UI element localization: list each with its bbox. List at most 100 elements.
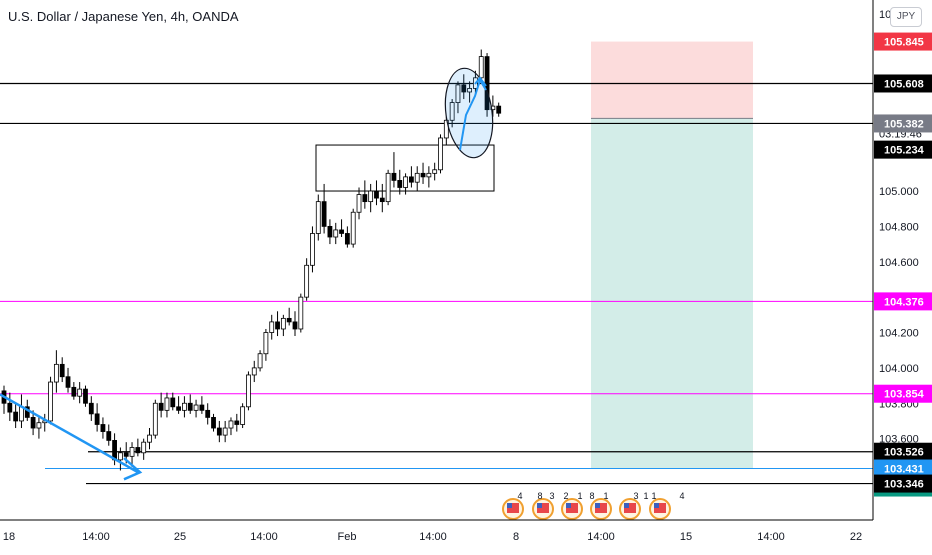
candle-34 bbox=[199, 404, 205, 411]
price-tick-label: 105.000 bbox=[879, 186, 919, 198]
candle-71 bbox=[414, 172, 420, 183]
trend-arrow-line[interactable] bbox=[0, 393, 139, 474]
candle-9 bbox=[53, 363, 59, 383]
time-tick-label: Feb bbox=[338, 531, 357, 543]
event-count: 3 bbox=[549, 491, 554, 501]
candle-35 bbox=[205, 409, 211, 418]
candle-23 bbox=[135, 447, 141, 454]
flag-us-icon[interactable] bbox=[590, 498, 612, 520]
event-count: 1 bbox=[603, 491, 608, 501]
take-profit-zone[interactable] bbox=[591, 118, 753, 469]
time-tick-label: 18 bbox=[3, 531, 15, 543]
candle-78 bbox=[455, 84, 461, 103]
candle-39 bbox=[228, 420, 234, 429]
price-tag-105-845[interactable]: 105.845 bbox=[874, 32, 932, 51]
candle-55 bbox=[321, 201, 327, 227]
event-count: 3 bbox=[633, 491, 638, 501]
candle-50 bbox=[292, 321, 298, 330]
candle-57 bbox=[333, 229, 339, 238]
candle-41 bbox=[240, 406, 246, 425]
candle-53 bbox=[310, 233, 315, 266]
price-tag-label: 103.526 bbox=[884, 447, 924, 459]
candle-18 bbox=[106, 431, 112, 441]
price-tag-103-346[interactable]: 103.346 bbox=[874, 474, 932, 493]
candle-73 bbox=[426, 172, 432, 178]
candle-77 bbox=[449, 102, 455, 121]
time-tick-label: 15 bbox=[680, 531, 692, 543]
flag-us-icon[interactable] bbox=[649, 498, 671, 520]
time-axis[interactable] bbox=[0, 520, 932, 550]
price-tick-label: 104.000 bbox=[879, 363, 919, 375]
candle-44 bbox=[257, 353, 263, 369]
candle-43 bbox=[251, 367, 257, 376]
candle-17 bbox=[100, 424, 106, 432]
time-tick-label: 14:00 bbox=[587, 531, 615, 543]
candle-65 bbox=[379, 197, 385, 203]
candle-8 bbox=[48, 381, 53, 422]
candle-46 bbox=[269, 321, 275, 333]
price-tag-105-608[interactable]: 105.608 bbox=[874, 74, 932, 93]
candle-64 bbox=[374, 190, 379, 199]
candle-22 bbox=[129, 447, 135, 457]
candle-58 bbox=[339, 229, 344, 234]
event-count: 1 bbox=[651, 491, 656, 501]
candle-79 bbox=[461, 84, 467, 93]
price-tag-label: 105.382 bbox=[884, 118, 924, 130]
consolidation-box[interactable] bbox=[315, 144, 495, 192]
price-tick-label: 104.800 bbox=[879, 221, 919, 233]
price-tag-label: 104.376 bbox=[884, 296, 924, 308]
candle-25 bbox=[147, 434, 152, 443]
candle-30 bbox=[176, 406, 182, 411]
candle-63 bbox=[368, 190, 374, 203]
event-count: 4 bbox=[679, 491, 684, 501]
price-tag-104-376[interactable]: 104.376 bbox=[874, 292, 932, 311]
candle-1 bbox=[7, 402, 13, 413]
candle-51 bbox=[298, 296, 304, 330]
price-tag-103-431[interactable]: 103.431 bbox=[874, 459, 932, 478]
highlight-ellipse[interactable] bbox=[440, 65, 498, 161]
candle-48 bbox=[280, 317, 286, 330]
price-tag-105-382[interactable]: 105.382 bbox=[874, 114, 932, 133]
candle-68 bbox=[397, 180, 403, 188]
currency-badge[interactable]: JPY bbox=[890, 7, 922, 27]
price-tag-label: 103.431 bbox=[884, 464, 924, 476]
flag-us-icon[interactable] bbox=[561, 498, 583, 520]
price-tag-105-234[interactable]: 105.234 bbox=[874, 140, 932, 159]
event-count: 2 bbox=[563, 491, 568, 501]
price-tag-103-526[interactable]: 103.526 bbox=[874, 442, 932, 461]
candle-28 bbox=[164, 397, 170, 411]
impulse-arrow-line[interactable] bbox=[459, 77, 487, 151]
time-tick-label: 25 bbox=[174, 531, 186, 543]
candle-74 bbox=[432, 169, 438, 174]
event-count: 8 bbox=[589, 491, 594, 501]
stop-loss-zone[interactable] bbox=[591, 41, 753, 119]
candle-38 bbox=[222, 427, 228, 436]
event-count: 4 bbox=[517, 491, 522, 501]
price-tag-label: 103.346 bbox=[884, 479, 924, 491]
candle-80 bbox=[467, 88, 473, 93]
price-tick-label: 104.600 bbox=[879, 257, 919, 269]
time-tick-label: 8 bbox=[513, 531, 519, 543]
candle-84 bbox=[490, 105, 496, 111]
chart-title: U.S. Dollar / Japanese Yen, 4h, OANDA bbox=[8, 9, 239, 24]
candle-3 bbox=[19, 406, 24, 422]
candle-40 bbox=[234, 420, 240, 425]
candle-5 bbox=[30, 417, 36, 429]
candle-54 bbox=[315, 201, 321, 234]
candle-85 bbox=[496, 105, 502, 114]
candle-10 bbox=[59, 363, 65, 378]
price-tag-103-854[interactable]: 103.854 bbox=[874, 384, 932, 403]
candle-75 bbox=[438, 137, 443, 171]
flag-us-icon[interactable] bbox=[532, 498, 554, 520]
price-tag-label: 105.608 bbox=[884, 78, 924, 90]
candle-2 bbox=[13, 411, 19, 422]
flag-us-icon[interactable] bbox=[502, 498, 524, 520]
candle-11 bbox=[65, 376, 71, 388]
candle-33 bbox=[193, 404, 199, 411]
flag-us-icon[interactable] bbox=[619, 498, 641, 520]
price-tag-label: 103.854 bbox=[884, 389, 925, 401]
time-tick-label: 14:00 bbox=[82, 531, 110, 543]
candle-32 bbox=[187, 402, 193, 411]
